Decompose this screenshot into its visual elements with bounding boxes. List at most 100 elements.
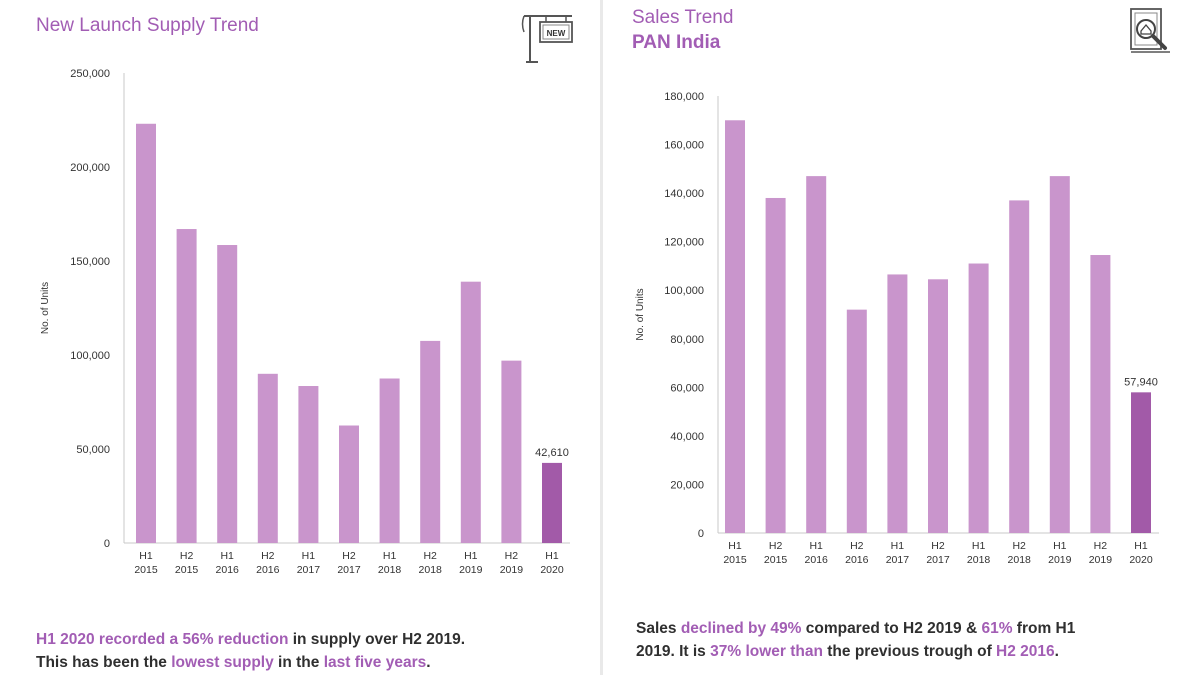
- supply-x-tick-label: H2: [261, 550, 275, 562]
- sales-x-tick-label: 2016: [805, 554, 829, 566]
- supply-bar: [379, 378, 400, 543]
- sales-y-axis-title: No. of Units: [635, 288, 646, 340]
- supply-y-tick-label: 150,000: [70, 256, 110, 268]
- supply-x-tick-label: 2015: [175, 564, 199, 576]
- sales-bar: [968, 263, 989, 533]
- sales-x-tick-label: H1: [809, 540, 823, 552]
- supply-caption-line-2: This has been the lowest supply in the l…: [36, 651, 465, 674]
- caption-text: This has been the: [36, 654, 172, 671]
- supply-x-tick-label: 2016: [256, 564, 280, 576]
- supply-bar: [501, 360, 522, 543]
- sales-bar: [806, 176, 827, 533]
- supply-x-tick-label: 2019: [500, 564, 524, 576]
- new-sign-label: NEW: [547, 29, 566, 38]
- supply-bar: [257, 373, 278, 543]
- sales-x-tick-label: 2017: [886, 554, 910, 566]
- sales-y-tick-label: 160,000: [664, 140, 704, 152]
- supply-chart-title: New Launch Supply Trend: [36, 15, 259, 36]
- supply-x-tick-label: 2017: [337, 564, 361, 576]
- supply-bar: [460, 281, 481, 543]
- caption-highlight: last five years: [323, 654, 427, 671]
- caption-highlight: 37% lower than: [710, 643, 823, 660]
- sales-x-tick-label: 2015: [764, 554, 788, 566]
- sales-x-tick-label: H2: [931, 540, 945, 552]
- sales-x-tick-label: 2019: [1048, 554, 1072, 566]
- sales-bar: [1090, 255, 1111, 533]
- supply-bar: [217, 245, 238, 543]
- sales-y-tick-label: 180,000: [664, 91, 704, 103]
- supply-x-tick-label: H1: [302, 550, 316, 562]
- property-search-icon: [1128, 6, 1176, 54]
- sales-caption: Sales declined by 49% compared to H2 201…: [636, 617, 1075, 663]
- supply-x-tick-label: 2018: [419, 564, 443, 576]
- supply-x-tick-label: H2: [505, 550, 519, 562]
- caption-text: the previous trough of: [822, 643, 997, 660]
- sales-y-tick-label: 20,000: [670, 479, 704, 491]
- sales-x-tick-label: 2019: [1089, 554, 1113, 566]
- sales-bar: [1131, 392, 1151, 533]
- sales-x-tick-label: H2: [850, 540, 864, 552]
- supply-x-tick-label: 2017: [297, 564, 321, 576]
- sales-data-label: 57,940: [1124, 376, 1158, 388]
- sales-bar: [725, 120, 745, 534]
- panel-divider: [600, 0, 603, 675]
- sales-bar: [765, 197, 786, 533]
- caption-text: .: [426, 654, 431, 671]
- supply-x-tick-label: H1: [545, 550, 559, 562]
- sales-y-tick-label: 40,000: [670, 431, 704, 443]
- supply-data-label: 42,610: [535, 447, 569, 459]
- sales-x-tick-label: 2020: [1129, 554, 1153, 566]
- supply-caption: H1 2020 recorded a 56% reduction in supp…: [36, 628, 465, 674]
- sales-x-tick-label: H1: [891, 540, 905, 552]
- caption-text: compared to H2 2019 &: [801, 620, 982, 637]
- supply-x-tick-label: H1: [464, 550, 478, 562]
- caption-text: in supply over H2 2019.: [288, 631, 466, 648]
- sales-y-tick-label: 100,000: [664, 285, 704, 297]
- sales-x-tick-label: 2015: [723, 554, 747, 566]
- supply-y-tick-label: 200,000: [70, 162, 110, 174]
- supply-panel: New Launch Supply Trend NEW 0 50,000 100,0…: [0, 0, 598, 675]
- caption-highlight: H2 2016: [996, 643, 1055, 660]
- sales-x-tick-label: 2018: [967, 554, 991, 566]
- sales-panel: Sales Trend PAN India 0 20,000 40,000 60,00…: [604, 0, 1200, 675]
- sales-x-tick-label: 2017: [926, 554, 950, 566]
- supply-x-tick-label: H2: [180, 550, 194, 562]
- caption-highlight: lowest supply: [171, 654, 274, 671]
- supply-x-tick-label: 2015: [134, 564, 158, 576]
- supply-y-axis-title: No. of Units: [40, 282, 51, 334]
- supply-x-tick-label: 2020: [540, 564, 564, 576]
- sales-y-tick-label: 120,000: [664, 237, 704, 249]
- sales-bar-chart: 0 20,000 40,000 60,000 80,000 100,000 120,000 1…: [635, 91, 1159, 566]
- sales-x-tick-label: H2: [1094, 540, 1108, 552]
- sales-bar: [1009, 200, 1030, 533]
- caption-text: Sales: [636, 620, 681, 637]
- sales-x-tick-label: 2018: [1008, 554, 1032, 566]
- new-sign-icon: NEW: [520, 12, 573, 63]
- supply-bar: [339, 425, 359, 543]
- supply-x-tick-label: H2: [423, 550, 437, 562]
- supply-caption-line-1: H1 2020 recorded a 56% reduction in supp…: [36, 628, 465, 651]
- sales-y-tick-label: 80,000: [670, 334, 704, 346]
- sales-y-tick-label: 0: [698, 528, 704, 540]
- caption-highlight: H1 2020 recorded a 56% reduction: [36, 631, 289, 648]
- sales-x-tick-label: H1: [972, 540, 986, 552]
- sales-x-tick-label: H1: [1134, 540, 1148, 552]
- sales-x-tick-label: H2: [769, 540, 783, 552]
- supply-y-tick-label: 250,000: [70, 68, 110, 80]
- sales-chart-title: Sales Trend: [632, 7, 734, 28]
- sales-x-tick-label: H1: [728, 540, 742, 552]
- sales-bar: [928, 279, 948, 533]
- sales-y-tick-label: 140,000: [664, 188, 704, 200]
- caption-text: .: [1054, 643, 1059, 660]
- supply-x-tick-label: H2: [342, 550, 356, 562]
- supply-x-tick-label: 2016: [216, 564, 240, 576]
- supply-x-tick-label: 2018: [378, 564, 402, 576]
- supply-x-tick-label: 2019: [459, 564, 483, 576]
- supply-bar-chart: 0 50,000 100,000 150,000 200,000 250,000 No. o…: [40, 68, 570, 576]
- supply-x-tick-label: H1: [383, 550, 397, 562]
- sales-caption-line-2: 2019. It is 37% lower than the previous …: [636, 640, 1075, 663]
- supply-bar: [420, 340, 441, 543]
- supply-y-tick-label: 50,000: [76, 444, 110, 456]
- supply-y-tick-label: 100,000: [70, 350, 110, 362]
- caption-text: in the: [273, 654, 324, 671]
